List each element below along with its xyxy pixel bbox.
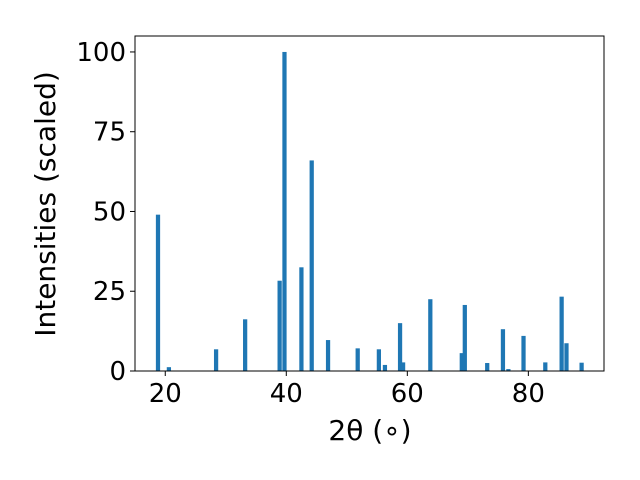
bar bbox=[459, 353, 464, 371]
bar bbox=[462, 304, 467, 371]
bar bbox=[428, 299, 433, 371]
bar bbox=[243, 319, 248, 371]
x-axis-ticks: 20 40 60 80 bbox=[149, 371, 545, 409]
bar bbox=[543, 362, 548, 371]
x-tick-label: 60 bbox=[391, 379, 424, 409]
bar bbox=[485, 363, 490, 371]
y-axis-label: Intensities (scaled) bbox=[29, 71, 62, 337]
bar bbox=[155, 214, 161, 371]
plot-frame bbox=[134, 35, 605, 372]
bar bbox=[500, 329, 506, 371]
bar-series bbox=[155, 51, 584, 371]
x-axis-label: 2θ (∘) bbox=[328, 414, 411, 447]
bar bbox=[400, 362, 406, 371]
y-tick-label: 100 bbox=[76, 38, 126, 68]
bar bbox=[309, 160, 314, 371]
bar bbox=[166, 367, 172, 371]
bar bbox=[277, 280, 282, 371]
bar bbox=[564, 343, 569, 371]
bar bbox=[355, 348, 360, 371]
bar bbox=[579, 362, 584, 371]
bar bbox=[325, 340, 331, 371]
bar bbox=[397, 323, 403, 371]
y-tick-label: 50 bbox=[93, 197, 126, 227]
x-tick-label: 80 bbox=[512, 379, 545, 409]
x-tick-label: 20 bbox=[149, 379, 182, 409]
bar bbox=[282, 51, 287, 371]
bar bbox=[506, 369, 511, 371]
y-axis-ticks: 0 25 50 75 100 bbox=[76, 38, 135, 387]
bar bbox=[299, 267, 304, 371]
x-tick-label: 40 bbox=[270, 379, 303, 409]
bar bbox=[382, 364, 388, 371]
y-tick-label: 25 bbox=[93, 277, 126, 307]
bar bbox=[559, 296, 564, 371]
bar bbox=[213, 349, 219, 371]
y-tick-label: 0 bbox=[109, 357, 126, 387]
bar bbox=[521, 335, 526, 371]
y-tick-label: 75 bbox=[93, 118, 126, 148]
bar bbox=[376, 349, 381, 371]
